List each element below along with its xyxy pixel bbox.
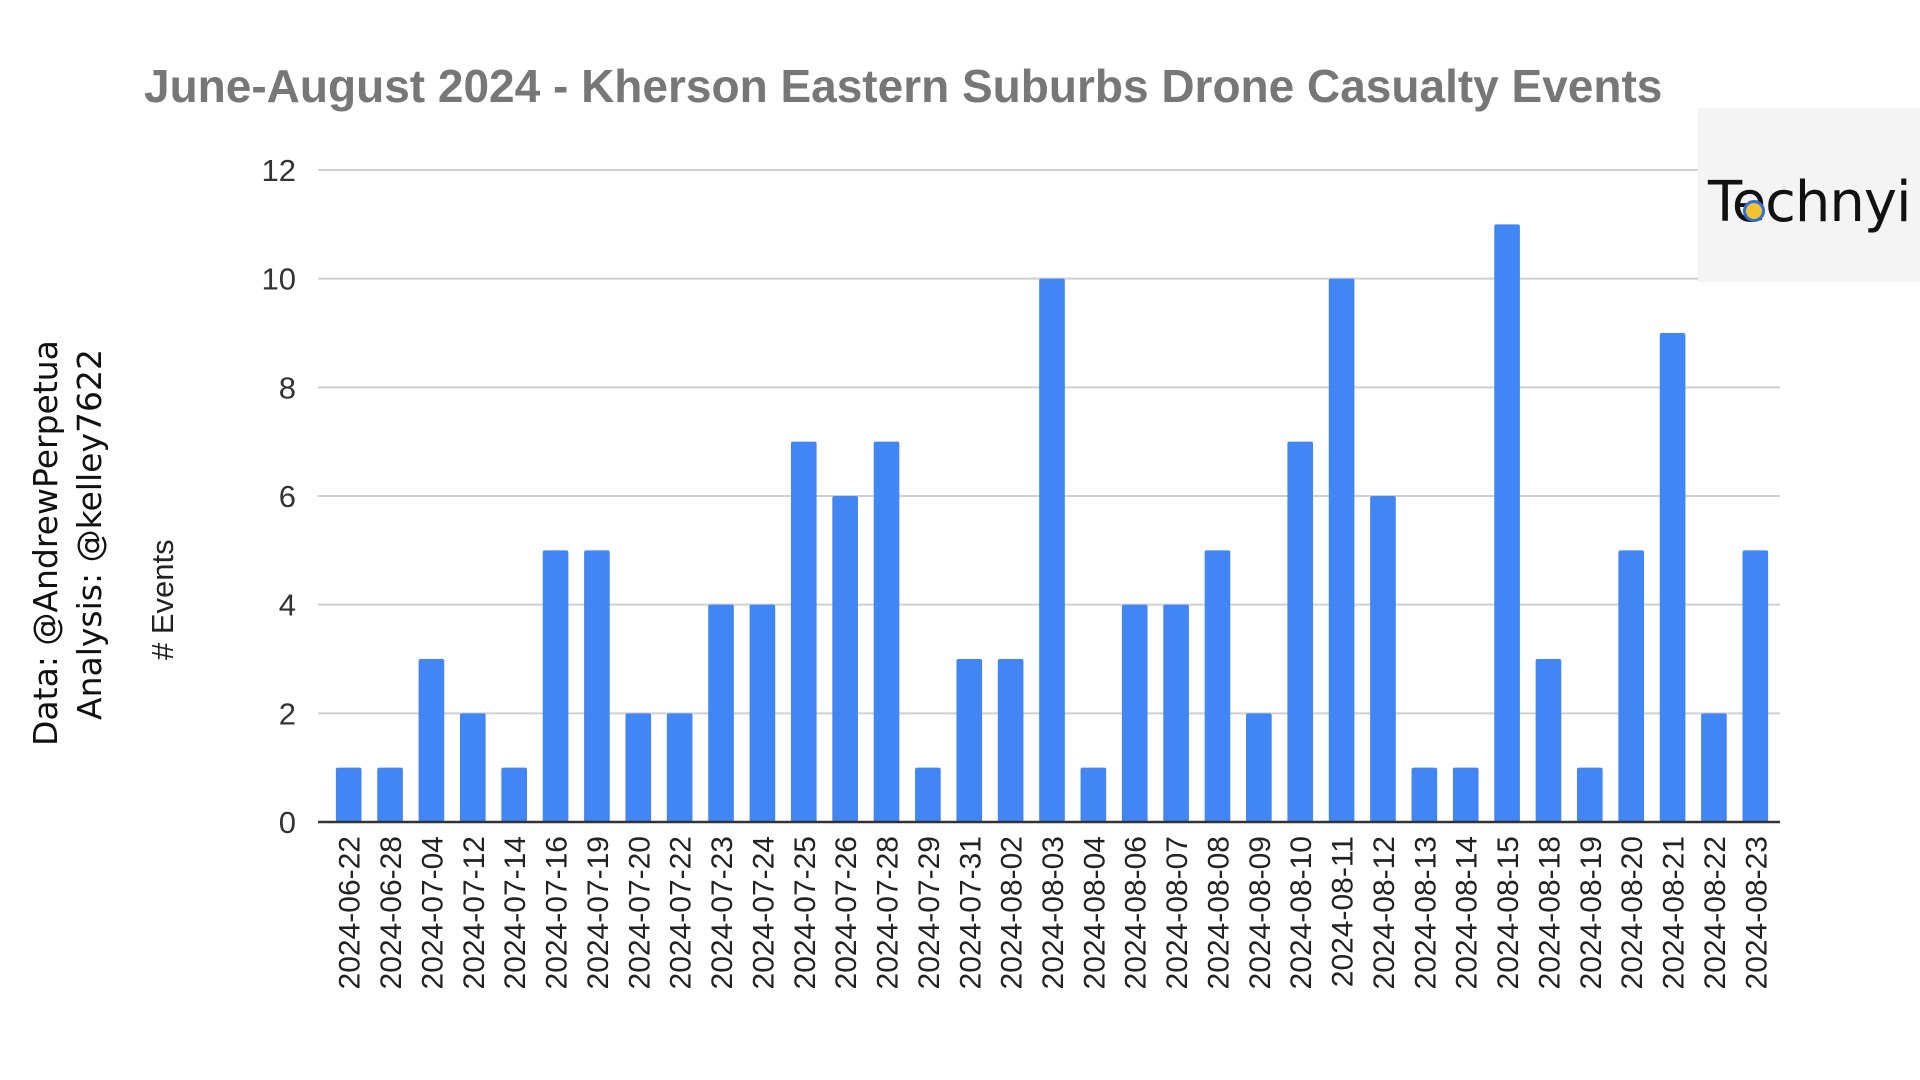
x-tick-label: 2024-07-31: [954, 836, 987, 989]
y-tick-label: 6: [279, 479, 296, 514]
logo-target-icon: [1743, 200, 1765, 222]
bar: [997, 659, 1024, 822]
bar: [1121, 604, 1148, 822]
data-credit-label: Data: @AndrewPerpetua: [26, 340, 65, 746]
x-tick-label: 2024-07-14: [499, 836, 532, 989]
bar: [915, 767, 941, 822]
bar: [1328, 278, 1355, 823]
x-tick-label: 2024-07-29: [913, 836, 946, 989]
bar: [1080, 767, 1107, 822]
x-tick-label: 2024-07-04: [416, 836, 449, 989]
x-tick-label: 2024-07-26: [830, 836, 863, 989]
x-tick-label: 2024-08-22: [1699, 836, 1732, 989]
bar: [1659, 333, 1686, 822]
x-tick-label: 2024-08-08: [1202, 836, 1235, 989]
bar: [1370, 496, 1396, 822]
y-tick-label: 4: [279, 588, 296, 623]
bar: [956, 659, 983, 822]
x-tick-label: 2024-08-15: [1492, 836, 1525, 989]
x-tick-label: 2024-08-03: [1037, 836, 1070, 989]
bar: [1039, 278, 1065, 823]
x-tick-label: 2024-08-09: [1244, 836, 1277, 989]
bar: [377, 767, 403, 822]
x-tick-label: 2024-08-10: [1285, 836, 1318, 989]
x-tick-label: 2024-08-20: [1616, 836, 1649, 989]
x-tick-label: 2024-07-22: [665, 836, 698, 989]
bar: [1204, 550, 1231, 822]
bar: [1701, 713, 1727, 822]
bar: [459, 713, 486, 822]
x-tick-label: 2024-07-16: [541, 836, 574, 989]
x-tick-label: 2024-08-04: [1078, 836, 1111, 989]
y-tick-label: 2: [279, 696, 296, 731]
chart-title: June-August 2024 - Kherson Eastern Subur…: [144, 60, 1662, 112]
x-tick-label: 2024-08-14: [1451, 836, 1484, 989]
y-tick-label: 10: [262, 262, 296, 297]
bar: [1535, 659, 1562, 822]
y-tick-label: 12: [262, 153, 296, 188]
analysis-credit-label: Analysis: @kelley7622: [70, 349, 109, 720]
x-tick-label: 2024-08-06: [1120, 836, 1153, 989]
y-tick-label: 0: [279, 805, 296, 840]
x-tick-label: 2024-08-12: [1368, 836, 1401, 989]
bar: [1577, 767, 1603, 822]
x-tick-label: 2024-08-02: [996, 836, 1029, 989]
bar: [832, 496, 858, 822]
bar: [1494, 224, 1520, 823]
bar: [584, 550, 610, 822]
x-tick-label: 2024-08-21: [1658, 836, 1691, 989]
x-tick-label: 2024-07-23: [706, 836, 739, 989]
bar: [1618, 550, 1645, 822]
x-tick-label: 2024-08-18: [1533, 836, 1566, 989]
logo-wordmark: Technyi: [1708, 170, 1912, 235]
x-tick-label: 2024-08-11: [1327, 836, 1360, 987]
bar: [1163, 604, 1189, 822]
bar: [501, 767, 527, 822]
bar: [625, 713, 652, 822]
bar: [708, 604, 734, 822]
bar: [1287, 441, 1314, 822]
x-tick-label: 2024-07-19: [582, 836, 615, 989]
bar: [790, 441, 817, 822]
x-tick-label: 2024-06-28: [375, 836, 408, 989]
x-tick-label: 2024-08-23: [1740, 836, 1773, 989]
x-tick-label: 2024-07-25: [789, 836, 822, 989]
bar: [1452, 767, 1479, 822]
bar: [749, 604, 776, 822]
y-axis-title: # Events: [145, 539, 180, 660]
bar: [1246, 713, 1272, 822]
y-tick-label: 8: [279, 370, 296, 405]
technyi-logo: Technyi: [1698, 108, 1920, 282]
x-tick-label: 2024-07-20: [623, 836, 656, 989]
x-tick-label: 2024-08-19: [1575, 836, 1608, 989]
bar: [1742, 550, 1769, 822]
bar: [418, 659, 445, 822]
x-tick-label: 2024-07-12: [458, 836, 491, 989]
bar: [873, 441, 900, 822]
x-tick-label: 2024-08-07: [1161, 836, 1194, 989]
bar: [335, 767, 362, 822]
x-tick-label: 2024-08-13: [1409, 836, 1442, 989]
x-tick-label: 2024-07-28: [872, 836, 905, 989]
x-tick-label: 2024-07-24: [747, 836, 780, 989]
x-tick-label: 2024-06-22: [334, 836, 367, 989]
bar: [542, 550, 569, 822]
bar: [666, 713, 693, 822]
bar: [1411, 767, 1438, 822]
